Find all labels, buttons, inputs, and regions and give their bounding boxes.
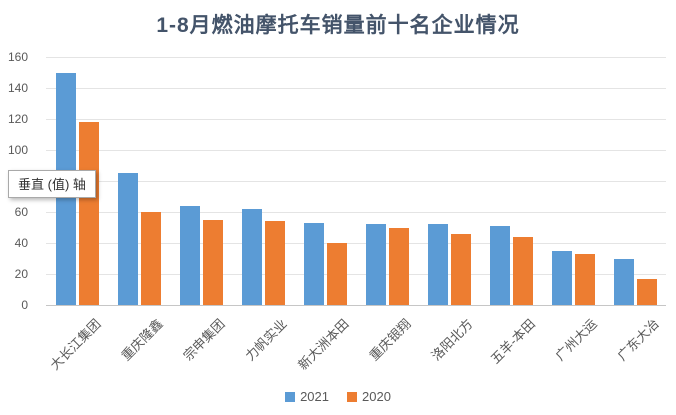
legend-item-2021[interactable]: 2021 xyxy=(285,389,329,404)
y-tick-label[interactable]: 140 xyxy=(7,81,28,95)
y-tick-label[interactable]: 60 xyxy=(14,205,28,219)
gridline xyxy=(46,150,666,151)
gridline xyxy=(46,119,666,120)
gridline xyxy=(46,243,666,244)
legend-label: 2021 xyxy=(300,389,329,404)
x-category-label[interactable]: 新大洲本田 xyxy=(295,316,352,373)
bar-2021-力帆实业[interactable] xyxy=(241,208,262,305)
gridline xyxy=(46,212,666,213)
y-tick-label[interactable]: 20 xyxy=(14,267,28,281)
y-tick-label[interactable]: 120 xyxy=(7,112,28,126)
bar-2021-洛阳北方[interactable] xyxy=(427,224,448,305)
legend-label: 2020 xyxy=(362,389,391,404)
gridline xyxy=(46,181,666,182)
x-category-label[interactable]: 宗申集团 xyxy=(180,316,228,364)
bar-2020-五羊-本田[interactable] xyxy=(512,236,533,305)
y-tick-label[interactable]: 0 xyxy=(21,298,28,312)
value-axis-tooltip: 垂直 (值) 轴 xyxy=(8,170,96,198)
bar-2021-重庆银翔[interactable] xyxy=(365,224,386,305)
x-category-label[interactable]: 重庆银翔 xyxy=(366,316,414,364)
bar-2021-五羊-本田[interactable] xyxy=(489,225,510,305)
bar-2020-重庆隆鑫[interactable] xyxy=(140,212,161,305)
bar-2020-力帆实业[interactable] xyxy=(264,221,285,305)
bar-2021-重庆隆鑫[interactable] xyxy=(117,173,138,305)
bar-2020-广州大运[interactable] xyxy=(574,253,595,305)
x-category-label[interactable]: 重庆隆鑫 xyxy=(118,316,166,364)
bar-2021-新大洲本田[interactable] xyxy=(303,222,324,305)
x-category-label[interactable]: 力帆实业 xyxy=(242,316,290,364)
bar-2020-大长江集团[interactable] xyxy=(78,122,99,305)
gridline xyxy=(46,88,666,89)
gridline xyxy=(46,57,666,58)
x-category-label[interactable]: 大长江集团 xyxy=(47,316,104,373)
gridline xyxy=(46,274,666,275)
chart-title[interactable]: 1-8月燃油摩托车销量前十名企业情况 xyxy=(156,14,520,37)
legend-swatch-icon xyxy=(285,391,296,402)
bar-2020-广东大冶[interactable] xyxy=(636,278,657,305)
x-category-label[interactable]: 广州大运 xyxy=(552,316,600,364)
bar-2020-宗申集团[interactable] xyxy=(202,219,223,305)
x-axis-line xyxy=(46,305,666,306)
y-tick-label[interactable]: 160 xyxy=(7,50,28,64)
x-category-label[interactable]: 五羊-本田 xyxy=(487,316,538,367)
bar-2021-广州大运[interactable] xyxy=(551,250,572,305)
y-tick-label[interactable]: 40 xyxy=(14,236,28,250)
legend-item-2020[interactable]: 2020 xyxy=(347,389,391,404)
legend: 2021 2020 xyxy=(0,389,676,404)
bar-2020-洛阳北方[interactable] xyxy=(450,233,471,305)
bar-2020-新大洲本田[interactable] xyxy=(326,243,347,305)
y-tick-label[interactable]: 100 xyxy=(7,143,28,157)
legend-swatch-icon xyxy=(347,391,357,402)
bar-2020-重庆银翔[interactable] xyxy=(388,227,409,305)
x-category-label[interactable]: 洛阳北方 xyxy=(428,316,476,364)
bar-2021-广东大冶[interactable] xyxy=(613,258,634,305)
bar-2021-宗申集团[interactable] xyxy=(179,205,200,305)
x-category-label[interactable]: 广东大冶 xyxy=(614,316,662,364)
